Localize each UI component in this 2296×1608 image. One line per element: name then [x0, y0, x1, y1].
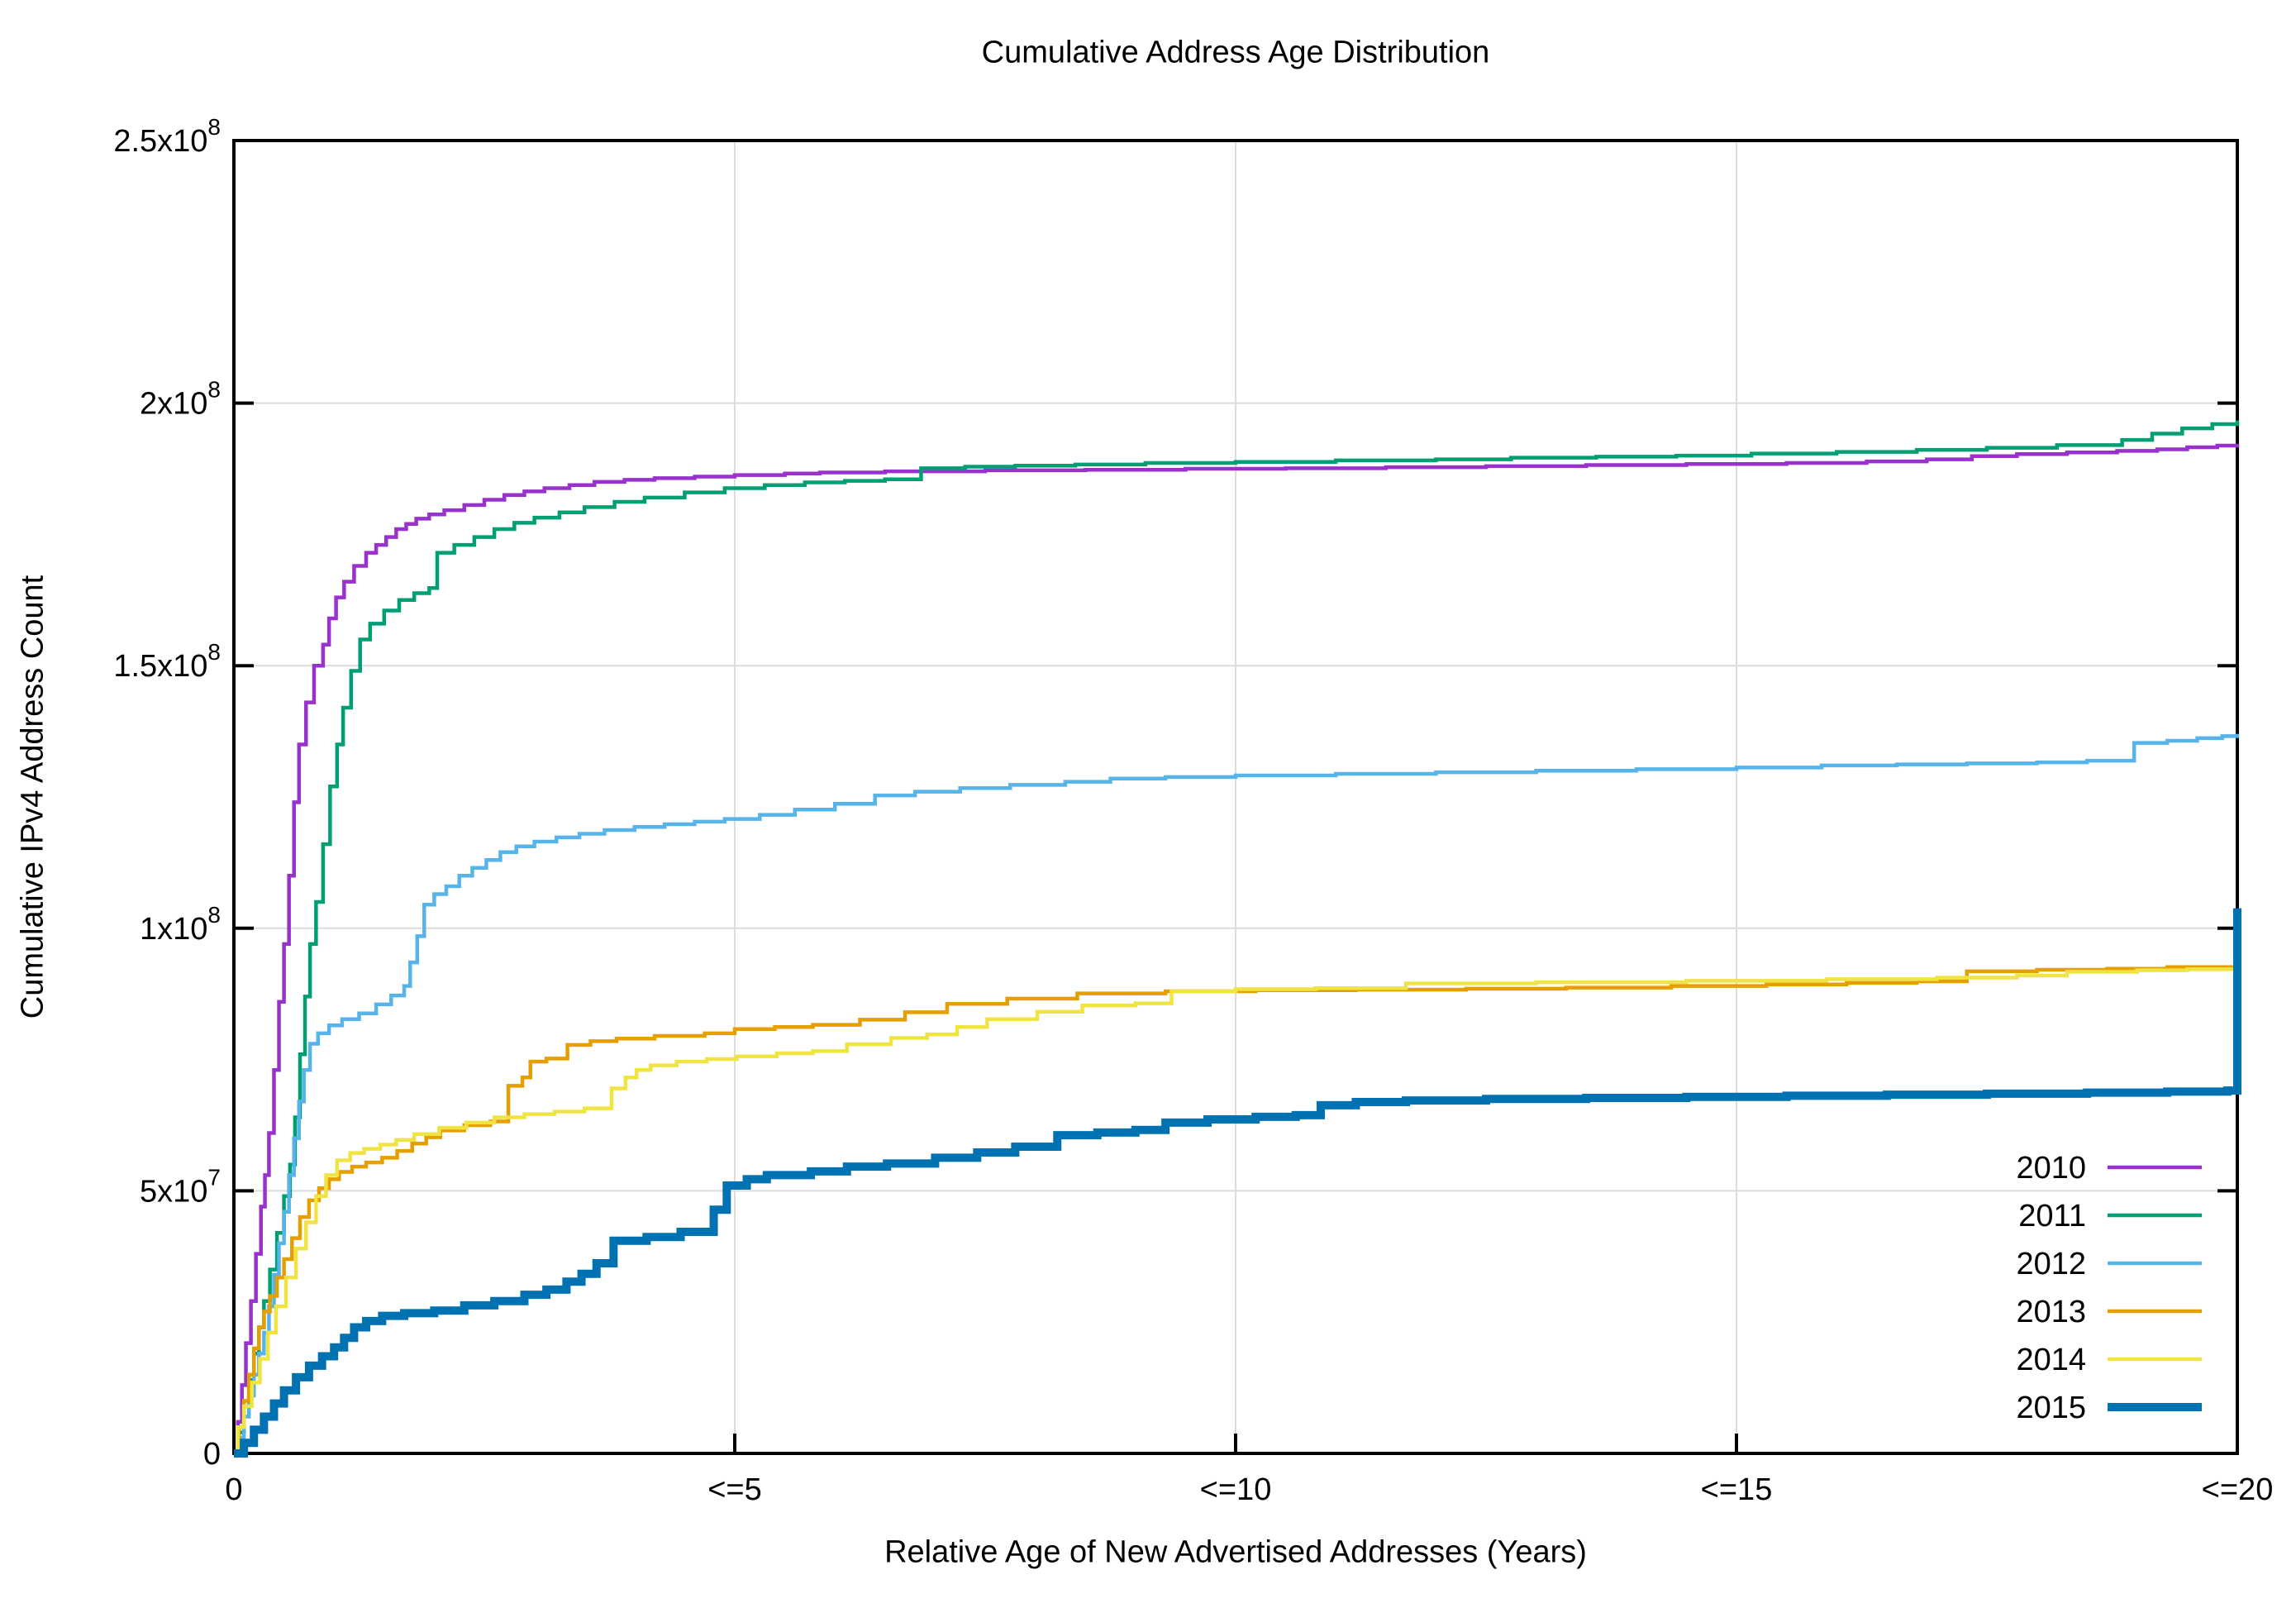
x-tick-label: <=20: [2202, 1472, 2274, 1507]
legend-label-2010: 2010: [2016, 1151, 2086, 1186]
x-tick-label: <=15: [1701, 1472, 1773, 1507]
series-line-2015: [234, 908, 2241, 1458]
y-tick-label: 2x108: [140, 377, 221, 422]
y-tick-label: 1.5x108: [113, 639, 221, 684]
x-axis-title: Relative Age of New Advertised Addresses…: [884, 1534, 1587, 1570]
x-tick-label: <=10: [1200, 1472, 1272, 1507]
legend-label-2012: 2012: [2016, 1247, 2086, 1281]
y-axis-title: Cumulative IPv4 Address Count: [15, 575, 50, 1019]
legend-label-2011: 2011: [2018, 1199, 2086, 1233]
series-line-2012: [234, 733, 2240, 1456]
legend-label-2013: 2013: [2016, 1295, 2086, 1329]
y-tick-label: 2.5x108: [113, 114, 221, 159]
series-line-2013: [234, 965, 2240, 1456]
series-line-2010: [234, 443, 2240, 1456]
y-tick-label: 0: [203, 1437, 221, 1472]
x-tick-label: 0: [225, 1472, 242, 1507]
chart-title: Cumulative Address Age Distribution: [981, 35, 1490, 70]
x-tick-label: <=5: [707, 1472, 762, 1507]
legend-label-2015: 2015: [2016, 1391, 2086, 1425]
legend-label-2014: 2014: [2016, 1343, 2086, 1377]
y-tick-label: 1x108: [140, 902, 221, 947]
series-line-2014: [234, 967, 2240, 1456]
y-tick-label: 5x107: [140, 1164, 221, 1209]
